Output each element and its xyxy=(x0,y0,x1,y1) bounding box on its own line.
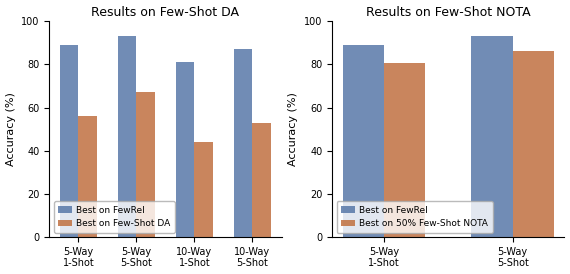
Bar xyxy=(136,92,155,237)
Bar xyxy=(343,45,384,237)
Bar xyxy=(253,123,271,237)
Legend: Best on FewRel, Best on 50% Few-Shot NOTA: Best on FewRel, Best on 50% Few-Shot NOT… xyxy=(337,201,492,233)
Bar xyxy=(60,45,78,237)
Y-axis label: Accuracy (%): Accuracy (%) xyxy=(288,92,299,166)
Title: Results on Few-Shot DA: Results on Few-Shot DA xyxy=(91,5,239,19)
Bar xyxy=(512,51,554,237)
Title: Results on Few-Shot NOTA: Results on Few-Shot NOTA xyxy=(366,5,531,19)
Bar xyxy=(234,49,253,237)
Bar xyxy=(78,116,97,237)
Legend: Best on FewRel, Best on Few-Shot DA: Best on FewRel, Best on Few-Shot DA xyxy=(54,201,175,233)
Bar xyxy=(194,142,213,237)
Bar xyxy=(176,62,194,237)
Bar xyxy=(384,63,425,237)
Bar xyxy=(471,36,512,237)
Bar xyxy=(118,36,136,237)
Y-axis label: Accuracy (%): Accuracy (%) xyxy=(6,92,15,166)
